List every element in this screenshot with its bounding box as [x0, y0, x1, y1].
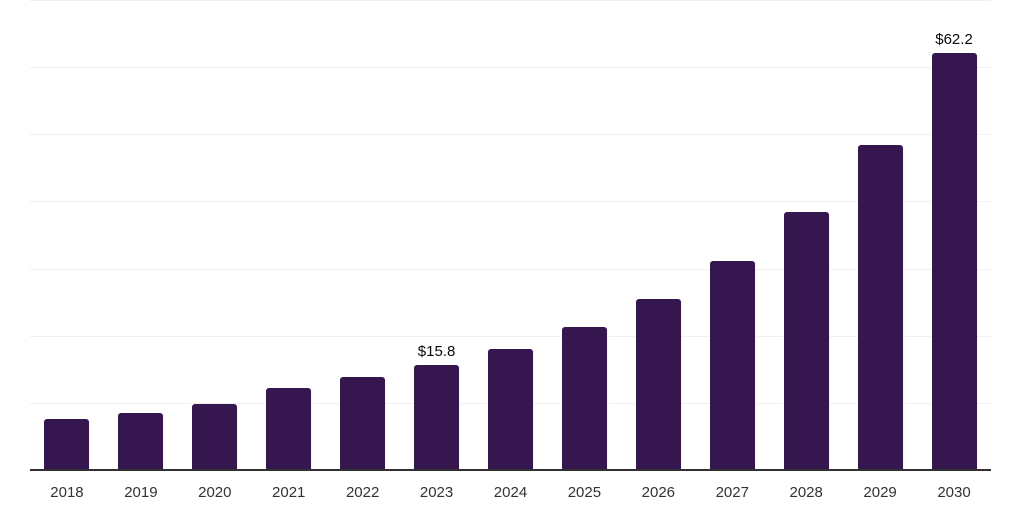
- bar-2029: [857, 145, 903, 471]
- bar-2023: [414, 365, 460, 471]
- bar-2030: [931, 53, 977, 471]
- x-tick-label-2018: 2018: [50, 484, 84, 501]
- bar-2025: [561, 327, 607, 471]
- gridline: [30, 67, 991, 68]
- x-tick-label-2023: 2023: [419, 484, 454, 501]
- bar-2027: [709, 261, 755, 471]
- bar-2022: [340, 377, 386, 471]
- x-tick-label-2027: 2027: [715, 484, 749, 501]
- bar-value-label-2023: $15.8: [417, 343, 456, 360]
- bar-2026: [635, 299, 681, 471]
- bar-2020: [192, 404, 238, 471]
- bar-2024: [488, 349, 533, 471]
- bar-2028: [783, 212, 829, 471]
- x-tick-label-2019: 2019: [124, 484, 158, 501]
- x-tick-label-2028: 2028: [789, 484, 823, 501]
- x-tick-label-2020: 2020: [198, 484, 232, 501]
- gridline: [30, 134, 991, 135]
- x-tick-label-2022: 2022: [345, 484, 380, 501]
- x-tick-label-2029: 2029: [863, 484, 897, 501]
- bar-value-label-2030: $62.2: [935, 31, 973, 48]
- gridline: [30, 336, 991, 337]
- bar-2019: [118, 413, 164, 471]
- x-axis: 2018 2019 2020 2021 2022 2023 2024 2025 2026 2027…: [30, 483, 991, 503]
- bar-2018: [44, 419, 90, 471]
- x-tick-label-2024: 2024: [493, 484, 528, 501]
- x-tick-label-2026: 2026: [641, 484, 676, 501]
- x-tick-label-2025: 2025: [567, 484, 602, 501]
- bar-2021: [266, 388, 312, 471]
- x-tick-label-2021: 2021: [272, 484, 306, 501]
- x-tick-label-2030: 2030: [937, 484, 971, 501]
- gridline: [30, 201, 991, 202]
- plot-area: $15.8 $62.2: [30, 0, 991, 471]
- gridline: [30, 269, 991, 270]
- x-axis-line: [30, 469, 991, 471]
- gridline: [30, 0, 991, 1]
